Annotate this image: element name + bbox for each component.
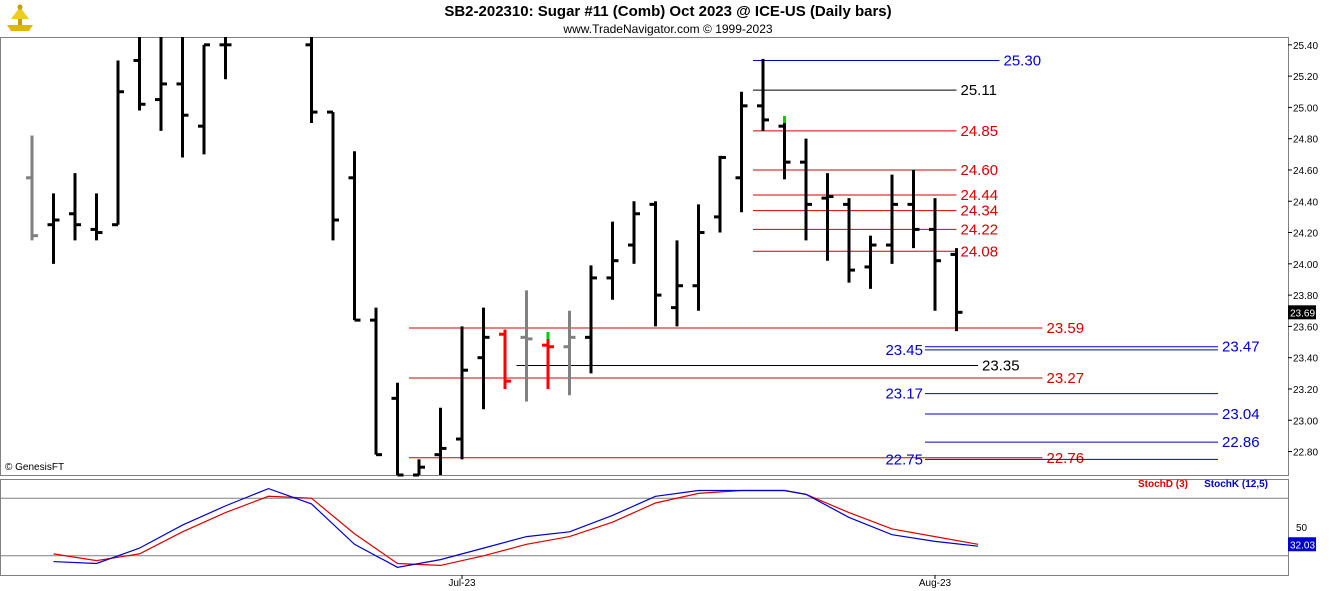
level-label: 23.35 bbox=[982, 358, 1020, 375]
stoch-k-legend: StochK (12,5) bbox=[1204, 479, 1268, 490]
stoch-d-line bbox=[53, 489, 979, 567]
price-axis-tick-label: 24.80 bbox=[1293, 135, 1318, 146]
price-axis-tick-label: 23.20 bbox=[1293, 385, 1318, 396]
price-axis-tick-label: 23.80 bbox=[1293, 291, 1318, 302]
level-label: 22.75 bbox=[885, 451, 923, 468]
price-axis-tick-label: 25.20 bbox=[1293, 72, 1318, 83]
level-label: 25.30 bbox=[1004, 52, 1042, 69]
price-axis-tick-label: 25.40 bbox=[1293, 41, 1318, 52]
date-axis-label: Aug-23 bbox=[919, 578, 952, 589]
price-axis-tick-label: 23.60 bbox=[1293, 322, 1318, 333]
price-axis-tick-label: 24.40 bbox=[1293, 197, 1318, 208]
chart-title: SB2-202310: Sugar #11 (Comb) Oct 2023 @ … bbox=[444, 3, 892, 20]
level-label: 23.59 bbox=[1047, 320, 1085, 337]
level-label: 22.86 bbox=[1222, 434, 1260, 451]
stochastic-panel-frame bbox=[0, 479, 1289, 576]
price-panel-frame bbox=[0, 37, 1289, 476]
price-axis-tick-label: 24.00 bbox=[1293, 260, 1318, 271]
trade-navigator-logo-icon bbox=[7, 4, 33, 31]
genesisft-credit: © GenesisFT bbox=[5, 462, 65, 473]
stochastic-axis-label: 50 bbox=[1296, 523, 1308, 534]
stoch-last-value-box bbox=[1288, 537, 1316, 552]
level-label: 22.76 bbox=[1047, 450, 1085, 467]
level-label: 23.45 bbox=[885, 342, 923, 359]
level-label: 23.27 bbox=[1047, 370, 1085, 387]
price-axis-tick-label: 25.00 bbox=[1293, 103, 1318, 114]
level-label: 24.60 bbox=[961, 162, 999, 179]
level-label: 24.08 bbox=[961, 243, 999, 260]
stoch-k-line bbox=[53, 487, 979, 568]
level-label: 24.22 bbox=[961, 221, 999, 238]
stoch-last-value-label: 32.03 bbox=[1290, 540, 1315, 551]
level-label: 23.17 bbox=[885, 386, 923, 403]
level-label: 24.44 bbox=[961, 187, 999, 204]
level-label: 24.34 bbox=[961, 203, 999, 220]
price-axis-tick-label: 22.80 bbox=[1293, 448, 1318, 459]
price-axis-tick-label: 23.00 bbox=[1293, 416, 1318, 427]
price-axis-tick-label: 23.40 bbox=[1293, 354, 1318, 365]
chart-subtitle: www.TradeNavigator.com © 1999-2023 bbox=[563, 22, 773, 36]
date-axis-label: Jul-23 bbox=[448, 578, 476, 589]
level-label: 24.85 bbox=[961, 123, 999, 140]
last-price-label: 23.69 bbox=[1290, 308, 1315, 319]
price-axis-tick-label: 24.20 bbox=[1293, 229, 1318, 240]
stoch-d-legend: StochD (3) bbox=[1138, 479, 1188, 490]
level-label: 23.04 bbox=[1222, 406, 1260, 423]
last-price-box bbox=[1288, 305, 1316, 320]
price-axis-tick-label: 24.60 bbox=[1293, 166, 1318, 177]
level-label: 25.11 bbox=[961, 82, 997, 99]
level-label: 23.47 bbox=[1222, 339, 1260, 356]
